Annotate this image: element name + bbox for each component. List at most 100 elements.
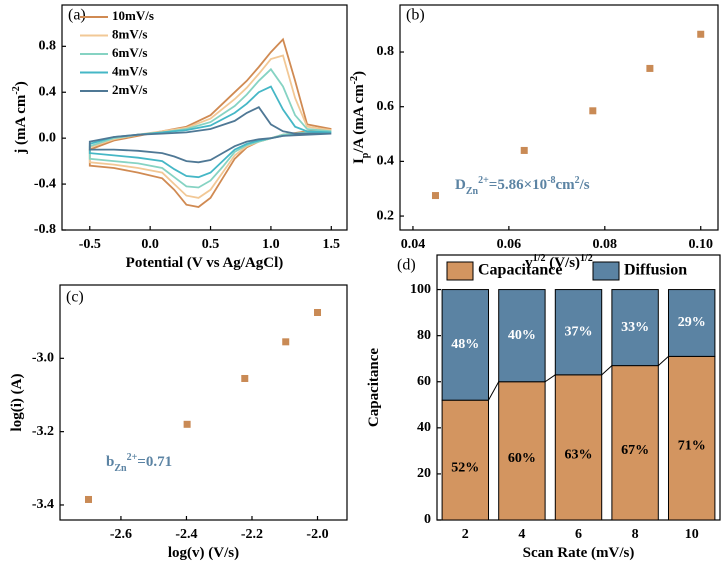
y-tick-label: 40: [417, 420, 431, 435]
bar-segment: [667, 355, 716, 521]
legend-label: 4mV/s: [112, 63, 147, 78]
x-axis-label: Potential (V vs Ag/AgCl): [126, 255, 284, 271]
x-axis-label-part: (V/s): [545, 255, 580, 271]
annotation: bZn2+=0.71: [106, 452, 172, 474]
value-label: 63%: [565, 448, 593, 463]
data-point: [241, 374, 249, 382]
panel-label: (a): [68, 7, 86, 24]
annotation: DZn2+=5.86×10-8cm2/s: [455, 175, 590, 197]
annotation-part: -8: [547, 175, 555, 186]
y-tick-label: 0: [424, 512, 431, 527]
value-label: 60%: [508, 451, 536, 466]
annotation-part: 2: [575, 175, 580, 186]
plot-frame: [59, 284, 348, 521]
y-axis-label-part: ): [13, 81, 29, 86]
y-tick-label: 60: [417, 374, 431, 389]
legend-swatch: [592, 261, 620, 281]
y-axis-label-part: Capacitance: [366, 348, 382, 427]
panel-label: (d): [397, 257, 416, 274]
bar-segment: [498, 381, 546, 521]
bar-segment: [667, 289, 716, 357]
data-point: [314, 308, 322, 316]
x-axis-label-part: 1/2: [533, 253, 546, 264]
y-axis-label: Ip/A (mA cm-2): [349, 71, 371, 164]
annotation-part: 2+: [127, 452, 138, 463]
value-label: 48%: [451, 337, 479, 352]
bar-segment: [441, 289, 490, 401]
y-tick-label: 0.6: [377, 99, 395, 114]
annotation-part: 2+: [478, 175, 489, 186]
bar-segment: [611, 289, 659, 367]
connector: [488, 381, 500, 401]
bar-segment: [554, 289, 603, 376]
y-tick-label: 0.8: [39, 39, 57, 54]
x-tick-label: -2.2: [241, 527, 263, 542]
x-axis-label: log(v) (V/s): [168, 545, 239, 561]
x-tick-label: -0.5: [79, 237, 101, 252]
y-axis-label: Capacitance: [366, 348, 382, 427]
y-tick-label: 0.0: [39, 130, 57, 145]
y-tick-label: -3.0: [32, 351, 54, 366]
legend-label: Diffusion: [624, 262, 687, 279]
annotation-part: b: [106, 454, 114, 470]
value-label: 29%: [678, 315, 706, 330]
legend-label: 8mV/s: [112, 26, 147, 41]
value-label: 40%: [508, 328, 536, 343]
data-point: [520, 146, 528, 154]
annotation-part: cm: [555, 177, 575, 193]
value-label: 52%: [451, 460, 479, 475]
bar-segment: [498, 289, 546, 383]
plot-frame: [399, 4, 719, 231]
y-tick-label: -0.4: [34, 176, 56, 191]
y-tick-label: 20: [417, 466, 431, 481]
y-tick-label: 0.8: [377, 44, 395, 59]
panel-label: (b): [406, 7, 425, 24]
data-point: [431, 192, 439, 200]
annotation-part: Zn: [114, 463, 127, 474]
annotation-part: =0.71: [137, 454, 172, 470]
bar-segment: [554, 374, 603, 521]
y-tick-label: 80: [417, 328, 431, 343]
y-axis-label-part: /A (mA cm: [351, 84, 367, 154]
connector: [601, 365, 613, 376]
data-point: [589, 107, 597, 115]
x-tick-label: 0.04: [401, 237, 426, 252]
legend-swatch: [446, 261, 474, 281]
bar-segment: [441, 399, 490, 521]
value-label: 37%: [565, 324, 593, 339]
x-tick-label: 1.5: [323, 237, 341, 252]
connector: [657, 356, 669, 366]
legend-label: 10mV/s: [112, 8, 154, 23]
value-label: 67%: [621, 443, 649, 458]
data-point: [183, 420, 191, 428]
x-axis-label-part: v: [525, 255, 533, 271]
data-point: [282, 338, 290, 346]
y-tick-label: 0.4: [377, 154, 395, 169]
y-tick-label: -3.2: [32, 424, 54, 439]
x-axis-label-part: log(v) (V/s): [168, 545, 239, 561]
x-tick-label: 0.0: [141, 237, 159, 252]
annotation-part: Zn: [466, 186, 479, 197]
y-tick-label: 100: [410, 282, 431, 297]
x-tick-label: -2.6: [110, 527, 132, 542]
plot-frame: [61, 4, 348, 231]
y-axis-label-part: I: [351, 158, 367, 164]
x-tick-label: 0.5: [202, 237, 220, 252]
x-tick-label: 1.0: [262, 237, 280, 252]
x-tick-label: -2.0: [306, 527, 328, 542]
legend-label: 2mV/s: [112, 82, 147, 97]
value-label: 71%: [678, 438, 706, 453]
data-point: [697, 30, 705, 38]
cv-curve: [88, 106, 332, 164]
x-tick-label: 6: [575, 527, 582, 542]
x-tick-label: 0.10: [688, 237, 713, 252]
x-tick-label: 4: [518, 527, 525, 542]
data-point: [646, 64, 654, 72]
y-axis-label-part: p: [360, 152, 371, 158]
legend-label: Capacitance: [478, 262, 562, 279]
data-point: [85, 495, 93, 503]
panel-label: (c): [66, 289, 84, 306]
y-axis-label-part: log(i) (A): [9, 374, 25, 432]
